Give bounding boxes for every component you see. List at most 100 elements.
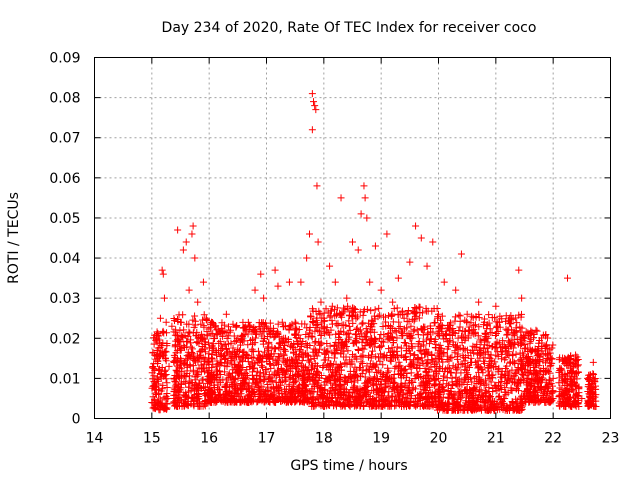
data-point [485, 392, 493, 400]
data-point [488, 314, 496, 322]
data-point [525, 395, 533, 403]
data-point [382, 376, 390, 384]
data-point [355, 346, 363, 354]
data-point [475, 391, 483, 399]
data-point [153, 338, 161, 346]
data-point [235, 393, 243, 401]
data-point [368, 334, 376, 342]
data-point [473, 397, 481, 405]
data-point [393, 304, 401, 312]
data-point [193, 328, 201, 336]
data-point [314, 398, 322, 406]
data-point [452, 286, 460, 294]
data-point [334, 363, 342, 371]
data-point [397, 344, 405, 352]
data-point [172, 380, 180, 388]
data-point [335, 383, 343, 391]
data-point [472, 343, 480, 351]
data-point [240, 348, 248, 356]
data-point [389, 318, 397, 326]
data-point [317, 298, 325, 306]
data-point [181, 396, 189, 404]
data-point [320, 314, 328, 322]
data-point [352, 372, 360, 380]
data-point [193, 339, 201, 347]
data-point [493, 322, 501, 330]
data-point [521, 334, 528, 342]
data-point [340, 342, 348, 350]
data-point [198, 330, 206, 338]
data-point [172, 358, 180, 366]
data-point [319, 400, 327, 408]
data-point [307, 313, 315, 321]
data-point [327, 379, 335, 387]
data-point [391, 379, 399, 387]
data-point [478, 406, 486, 414]
data-point [159, 328, 167, 336]
data-point [530, 331, 538, 339]
data-point [506, 320, 514, 328]
data-point [436, 324, 444, 332]
data-point [188, 345, 196, 353]
data-point [346, 367, 354, 375]
data-point [353, 386, 361, 394]
data-point [449, 338, 457, 346]
data-point [313, 367, 321, 375]
data-point [518, 324, 526, 332]
data-point [379, 322, 387, 330]
data-point [304, 351, 312, 359]
data-point [264, 324, 272, 332]
data-point [281, 346, 289, 354]
x-tick-label: 21 [487, 431, 505, 447]
data-point [357, 358, 365, 366]
data-point [398, 385, 406, 393]
data-point [348, 360, 356, 368]
data-point [410, 309, 418, 317]
data-point [389, 392, 397, 400]
data-point [162, 318, 170, 326]
data-point [158, 341, 166, 349]
data-point [236, 362, 244, 370]
data-point [331, 278, 339, 286]
data-point [222, 310, 230, 318]
data-point [498, 350, 506, 358]
data-point [484, 334, 492, 342]
data-point [491, 358, 499, 366]
data-point [329, 372, 337, 380]
data-point [199, 376, 207, 384]
data-point [427, 363, 435, 371]
data-point [191, 312, 199, 320]
data-point [363, 214, 371, 222]
data-point [366, 402, 374, 410]
x-tick-labels: 14 15 16 17 18 19 20 21 22 23 [86, 431, 620, 447]
data-point [180, 391, 188, 399]
data-point [416, 391, 424, 399]
data-point [385, 334, 393, 342]
data-point [225, 389, 233, 397]
data-point [225, 370, 233, 378]
data-point [263, 354, 270, 362]
data-point [403, 383, 411, 391]
data-point [499, 405, 507, 413]
data-point [382, 354, 390, 362]
data-point [232, 387, 240, 395]
data-point [463, 310, 471, 318]
data-point [414, 340, 422, 348]
x-tick-label: 15 [143, 431, 161, 447]
data-point [429, 238, 437, 246]
data-point [547, 361, 555, 369]
data-point [527, 379, 535, 387]
data-point [408, 334, 416, 342]
data-point [238, 369, 246, 377]
data-point [438, 312, 446, 320]
data-point [333, 347, 341, 355]
data-point [221, 390, 229, 398]
data-point [303, 254, 311, 262]
data-point [234, 368, 242, 376]
data-point [458, 339, 466, 347]
data-point [158, 266, 166, 274]
data-point [502, 353, 510, 361]
y-tick-labels: 0 0.01 0.02 0.03 0.04 0.05 0.06 0.07 0.08 0.09 [49, 51, 80, 428]
data-point [321, 350, 329, 358]
data-point [191, 317, 199, 325]
